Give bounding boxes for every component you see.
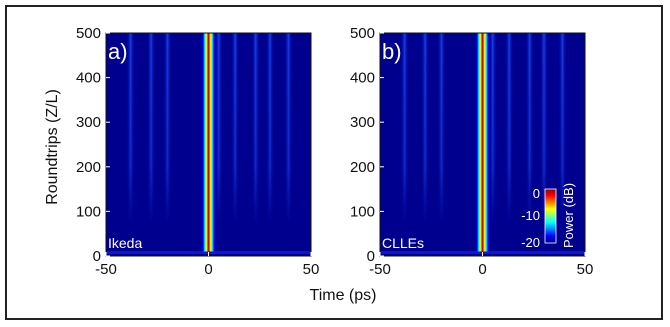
panel-letter: a)	[108, 39, 128, 64]
side-streak	[400, 33, 409, 256]
side-streak	[163, 33, 172, 256]
soliton-trace	[201, 33, 216, 252]
y-tick-label: 500	[350, 25, 375, 42]
y-tick-label: 0	[367, 248, 375, 265]
side-streak	[147, 33, 156, 256]
side-streak	[525, 33, 534, 256]
panel-name: Ikeda	[108, 235, 142, 251]
colorbar-label: Power (dB)	[561, 183, 576, 248]
y-tick-label: 200	[76, 159, 101, 176]
panel-name: CLLEs	[382, 235, 424, 251]
side-streaks	[126, 33, 293, 256]
side-streak	[231, 33, 240, 256]
side-streak	[266, 33, 274, 256]
y-tick-label: 300	[76, 114, 101, 131]
y-axis-label: Roundtrips (Z/L)	[44, 89, 61, 205]
x-tick-label: 0	[204, 261, 212, 278]
colorbar-tick-0: 0	[533, 186, 540, 201]
soliton-trace	[475, 33, 490, 252]
side-streak	[558, 33, 567, 256]
side-streak	[214, 33, 223, 256]
side-streak	[540, 33, 548, 256]
side-streaks	[400, 33, 567, 256]
y-tick-label: 100	[76, 203, 101, 220]
x-axis-label: Time (ps)	[310, 287, 377, 304]
y-tick-label: 500	[76, 25, 101, 42]
x-tick-label: 50	[577, 261, 594, 278]
x-tick-label: -50	[95, 261, 117, 278]
y-tick-label: 100	[350, 203, 375, 220]
colorbar-tick-2: -20	[521, 235, 540, 250]
y-tick-label: 400	[350, 70, 375, 87]
side-streak	[421, 33, 430, 256]
colorbar-tick-1: -10	[521, 208, 540, 223]
panel-letter: b)	[382, 39, 402, 64]
side-streak	[437, 33, 446, 256]
y-tick-label: 0	[93, 248, 101, 265]
y-tick-label: 300	[350, 114, 375, 131]
y-tick-label: 400	[76, 70, 101, 87]
side-streak	[126, 33, 135, 256]
x-tick-label: -50	[369, 261, 391, 278]
side-streak	[505, 33, 514, 256]
colorbar-gradient	[544, 188, 557, 244]
y-tick-label: 200	[350, 159, 375, 176]
colorbar: 0 -10 -20 Power (dB)	[521, 183, 576, 250]
x-tick-label: 50	[303, 261, 320, 278]
x-tick-label: 0	[478, 261, 486, 278]
side-streak	[251, 33, 260, 256]
side-streak	[284, 33, 293, 256]
side-streak	[488, 33, 497, 256]
